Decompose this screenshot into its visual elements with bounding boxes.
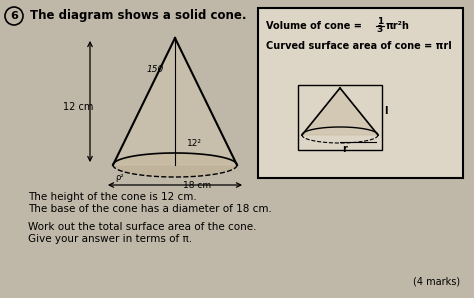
Text: The diagram shows a solid cone.: The diagram shows a solid cone. (30, 10, 246, 23)
Ellipse shape (113, 153, 237, 177)
Bar (258, 8, 463, 178)
Text: 6: 6 (10, 11, 18, 21)
Bar (298, 85, 382, 150)
Text: πr²h: πr²h (386, 21, 410, 31)
Text: 1: 1 (377, 18, 383, 27)
Polygon shape (302, 88, 378, 135)
Text: The base of the cone has a diameter of 18 cm.: The base of the cone has a diameter of 1… (28, 204, 272, 214)
Text: 150: 150 (146, 66, 164, 74)
Text: Give your answer in terms of π.: Give your answer in terms of π. (28, 234, 192, 244)
Text: (4 marks): (4 marks) (413, 276, 460, 286)
Text: r: r (342, 144, 347, 154)
Text: 18 cm: 18 cm (183, 181, 211, 190)
Text: Work out the total surface area of the cone.: Work out the total surface area of the c… (28, 222, 256, 232)
Text: 12 cm: 12 cm (63, 102, 93, 111)
Text: 3: 3 (377, 26, 383, 35)
Text: ρ²: ρ² (115, 173, 124, 182)
Text: l: l (384, 106, 388, 117)
Text: 12²: 12² (187, 139, 202, 148)
Text: The height of the cone is 12 cm.: The height of the cone is 12 cm. (28, 192, 197, 202)
Polygon shape (113, 38, 237, 165)
Text: Curved surface area of cone = πrl: Curved surface area of cone = πrl (266, 41, 452, 51)
Text: Volume of cone =: Volume of cone = (266, 21, 365, 31)
